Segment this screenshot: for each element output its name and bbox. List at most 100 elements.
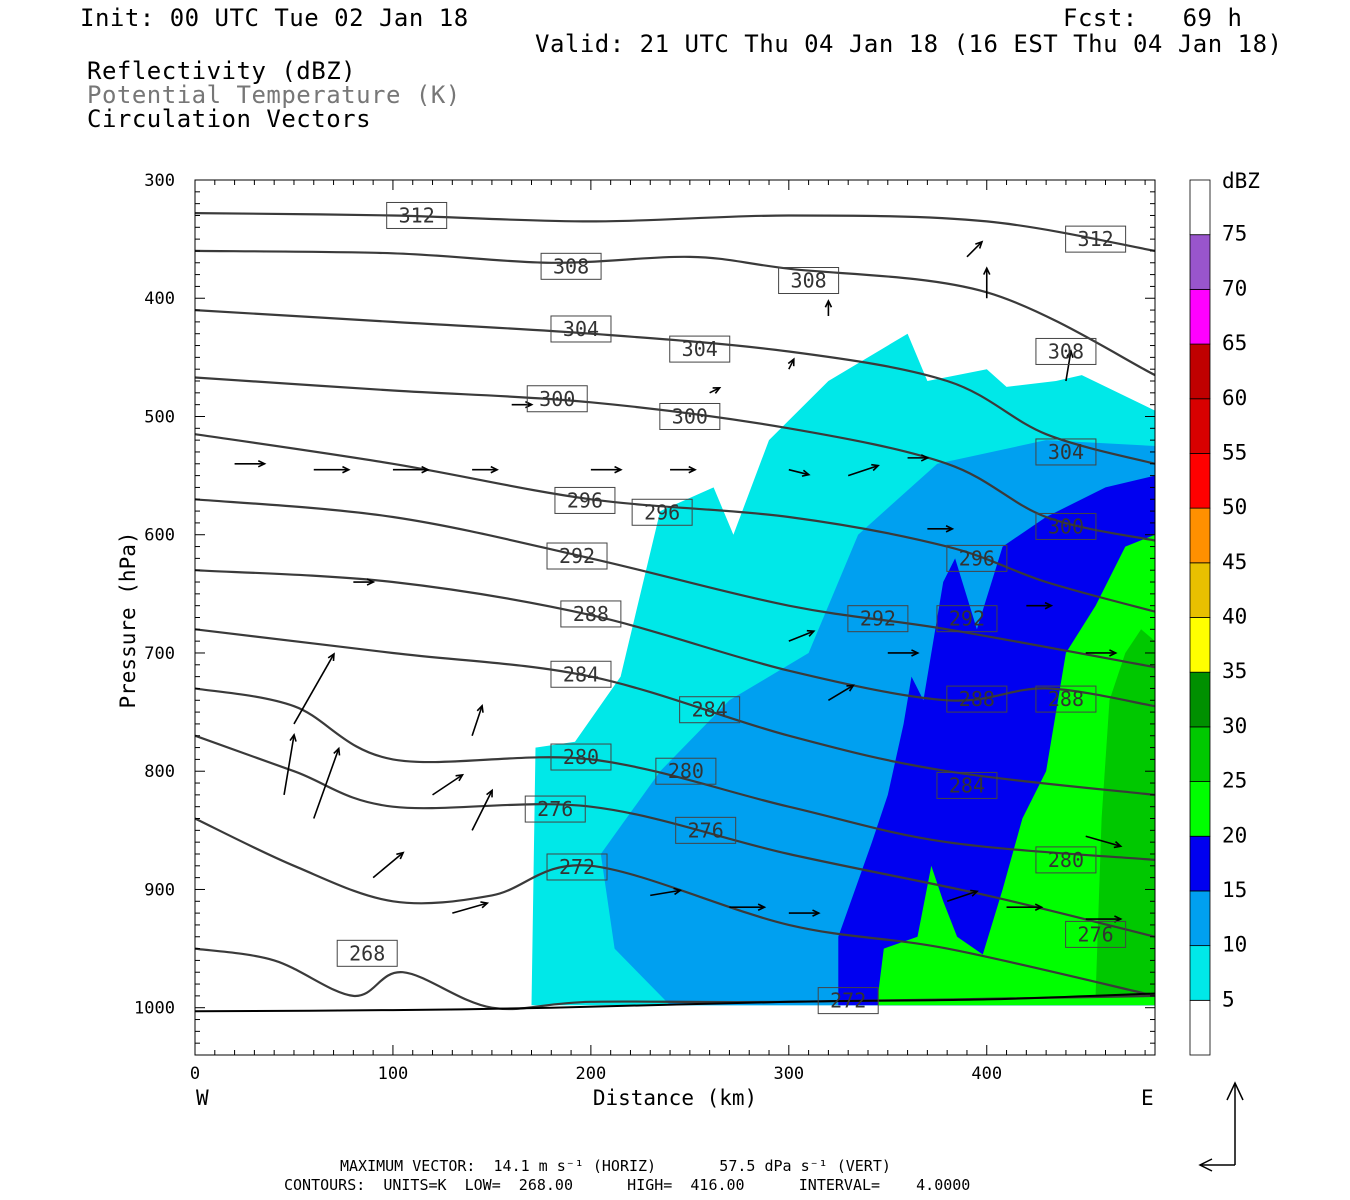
contour-label-292: 292	[559, 544, 595, 568]
circulation-vector	[966, 240, 984, 258]
contour-label-292: 292	[949, 607, 985, 631]
colorbar-level-label: 5	[1222, 987, 1235, 1011]
circulation-vector	[452, 901, 490, 914]
init-time: Init: 00 UTC Tue 02 Jan 18	[80, 4, 469, 32]
colorbar-level-label: 20	[1222, 823, 1247, 847]
colorbar: 5 10 15 20 25 30 35 40 45 50 55 60 65 70 75	[1189, 179, 1247, 1056]
contour-label-296: 296	[567, 488, 603, 512]
contour-label-box	[550, 660, 612, 688]
legend-potential-temperature: Potential Temperature (K)	[87, 81, 461, 109]
valid-time: Valid: 21 UTC Thu 04 Jan 18 (16 EST Thu …	[535, 30, 1283, 58]
circulation-vector	[927, 525, 955, 533]
circulation-vector	[432, 773, 465, 796]
contour-label-304: 304	[1048, 440, 1084, 464]
circulation-vector	[670, 465, 697, 474]
circulation-vector	[1085, 835, 1123, 849]
circulation-vector	[847, 463, 880, 477]
y-tick-label: 600	[144, 526, 175, 546]
circulation-vector	[293, 652, 335, 725]
contour-label-box	[936, 771, 998, 799]
circulation-vector	[650, 887, 683, 897]
y-tick-label: 800	[144, 762, 175, 782]
colorbar-level-label: 65	[1222, 331, 1247, 355]
contour-label-box	[675, 816, 737, 844]
contour-label-box	[679, 696, 741, 724]
circulation-vector	[1006, 903, 1044, 911]
y-tick-label: 700	[144, 644, 175, 664]
circulation-vector	[372, 851, 405, 879]
footer-max-vector: MAXIMUM VECTOR: 14.1 m s⁻¹ (HORIZ) 57.5 …	[340, 1157, 891, 1175]
colorbar-level-label: 60	[1222, 386, 1247, 410]
ground-surface-line	[195, 992, 1155, 1013]
circulation-vector	[471, 788, 493, 831]
colorbar-segment	[1189, 945, 1211, 1001]
contour-label-box	[560, 600, 622, 628]
y-tick-label: 1000	[134, 999, 175, 1019]
contour-label-288: 288	[573, 602, 609, 626]
circulation-vector	[787, 357, 795, 370]
circulation-vector	[283, 733, 297, 795]
colorbar-segment	[1189, 562, 1211, 618]
circulation-vector	[788, 909, 821, 917]
theta-contour-272	[195, 817, 1155, 997]
colorbar-segment	[1189, 288, 1211, 345]
west-label: W	[196, 1086, 209, 1110]
circulation-vector	[471, 703, 484, 736]
contour-label-300: 300	[539, 387, 575, 411]
reference-vector-icon	[1198, 1081, 1244, 1172]
contour-label-box	[550, 315, 612, 343]
contour-label-268: 268	[349, 941, 385, 965]
contour-label-box	[1065, 920, 1127, 948]
colorbar-level-label: 45	[1222, 550, 1247, 574]
contour-label-272: 272	[830, 989, 866, 1013]
colorbar-segment	[1189, 726, 1211, 782]
colorbar-segment	[1189, 999, 1211, 1056]
contour-label-box	[669, 335, 731, 363]
contour-label-box	[1035, 337, 1097, 365]
y-tick-label: 300	[144, 171, 175, 191]
contour-label-288: 288	[959, 687, 995, 711]
colorbar-level-label: 50	[1222, 495, 1247, 519]
circulation-vector	[590, 465, 623, 474]
contour-label-box	[847, 605, 909, 633]
colorbar-level-label: 30	[1222, 714, 1247, 738]
contour-label-308: 308	[553, 254, 589, 278]
contour-label-box	[386, 201, 448, 229]
colorbar-level-label: 75	[1222, 222, 1247, 246]
forecast-hour: Fcst: 69 h	[1063, 4, 1243, 32]
theta-contour-292	[195, 498, 1155, 669]
contour-label-280: 280	[563, 745, 599, 769]
circulation-vector	[1065, 349, 1074, 382]
legend-reflectivity: Reflectivity (dBZ)	[87, 57, 357, 85]
colorbar-segment	[1189, 179, 1211, 236]
x-tick-label: 100	[378, 1064, 409, 1084]
contour-label-box	[655, 757, 717, 785]
contour-label-box	[524, 795, 586, 823]
theta-contour-304	[195, 309, 1155, 465]
y-tick-label: 900	[144, 880, 175, 900]
contour-label-box	[946, 544, 1008, 572]
colorbar-level-label: 15	[1222, 878, 1247, 902]
contour-label-box	[1065, 225, 1127, 253]
theta-contour-312	[195, 212, 1155, 252]
colorbar-title: dBZ	[1222, 169, 1260, 193]
contour-label-box	[631, 498, 693, 526]
theta-contour-296	[195, 433, 1155, 613]
circulation-vector	[313, 465, 351, 474]
colorbar-segment	[1189, 835, 1211, 892]
colorbar-segment	[1189, 453, 1211, 509]
contour-label-284: 284	[692, 698, 728, 722]
circulation-vector	[392, 465, 430, 474]
circulation-vector	[313, 746, 341, 819]
y-tick-label: 400	[144, 289, 175, 309]
east-label: E	[1141, 1086, 1154, 1110]
contour-label-284: 284	[563, 662, 599, 686]
circulation-vector	[982, 266, 991, 299]
contour-label-300: 300	[672, 404, 708, 428]
colorbar-segment	[1189, 890, 1211, 947]
theta-contour-284	[195, 628, 1155, 796]
contour-label-box	[1035, 685, 1097, 713]
contour-label-296: 296	[644, 500, 680, 524]
contour-label-272: 272	[559, 855, 595, 879]
